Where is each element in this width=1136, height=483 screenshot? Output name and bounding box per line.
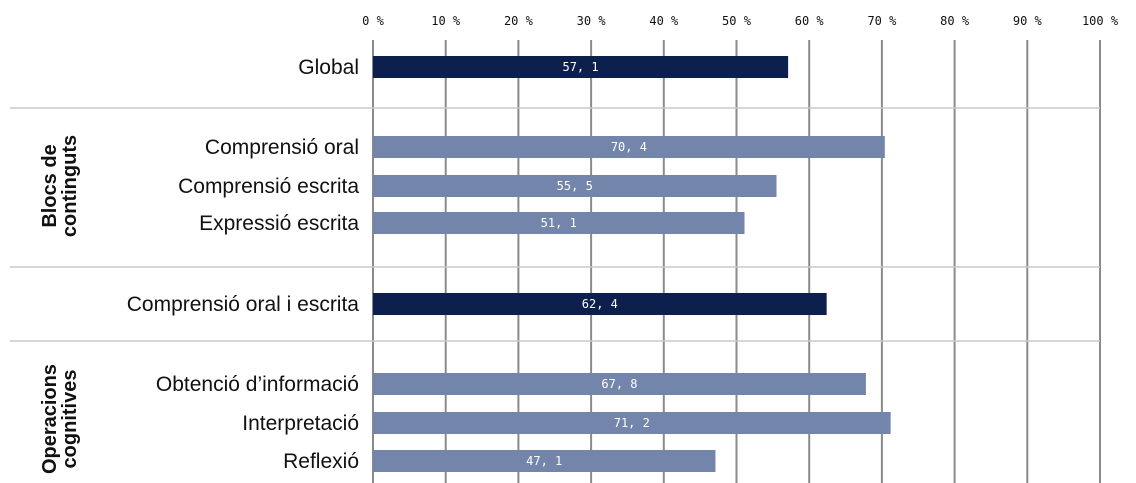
category-label: Comprensió oral i escrita	[127, 293, 360, 316]
category-label: Obtenció d’informació	[156, 373, 359, 396]
grid-lines	[372, 40, 1101, 483]
group-label: Blocs decontinguts	[39, 135, 81, 237]
bar	[373, 56, 789, 78]
group-label: Operacionscognitives	[39, 364, 81, 474]
x-tick-label: 100 %	[1082, 14, 1119, 28]
category-label: Expressió escrita	[199, 212, 359, 235]
category-label: Comprensió oral	[205, 136, 359, 159]
x-tick-label: 30 %	[577, 14, 607, 28]
bar-value-label: 51, 1	[541, 216, 577, 230]
bar-value-label: 57, 1	[562, 60, 598, 74]
group-label-line: cognitives	[59, 370, 81, 469]
bar	[373, 450, 716, 472]
category-label: Global	[298, 56, 359, 79]
x-tick-label: 80 %	[940, 14, 970, 28]
x-tick-label: 70 %	[867, 14, 897, 28]
x-tick-label: 60 %	[795, 14, 825, 28]
group-label-line: Operacions	[39, 364, 61, 474]
group-label-line: Blocs de	[39, 144, 61, 227]
group-labels: Blocs decontinguts Operacionscognitives	[39, 135, 81, 474]
bar	[373, 373, 866, 395]
bar-value-label: 47, 1	[526, 454, 562, 468]
x-tick-label: 20 %	[504, 14, 534, 28]
bars: 57, 1 70, 4 55, 5 51, 1 62, 4 67, 8 71, 2 47, 1	[373, 56, 891, 472]
bar-value-label: 67, 8	[601, 377, 637, 391]
x-tick-label: 40 %	[649, 14, 679, 28]
bar	[373, 212, 745, 234]
bar-value-label: 55, 5	[557, 179, 593, 193]
category-label: Interpretació	[242, 412, 359, 435]
bar	[373, 136, 885, 158]
bar	[373, 412, 891, 434]
category-labels: Global Comprensió oral Comprensió escrita E…	[127, 56, 360, 473]
bar-value-label: 70, 4	[611, 140, 647, 154]
x-axis-tick-labels: 0 % 10 % 20 % 30 % 40 % 50 % 60 % 70 % 80 % 90 % 1…	[362, 14, 1119, 28]
bar	[373, 175, 777, 197]
x-tick-label: 0 %	[362, 14, 384, 28]
bar	[373, 293, 827, 315]
x-tick-label: 90 %	[1013, 14, 1043, 28]
bar-value-label: 62, 4	[582, 297, 618, 311]
category-label: Comprensió escrita	[178, 175, 359, 198]
x-tick-label: 50 %	[722, 14, 752, 28]
category-label: Reflexió	[283, 450, 359, 473]
group-label-line: continguts	[59, 135, 81, 237]
bar-value-label: 71, 2	[614, 416, 650, 430]
x-tick-label: 10 %	[431, 14, 461, 28]
section-separators	[10, 107, 1100, 342]
